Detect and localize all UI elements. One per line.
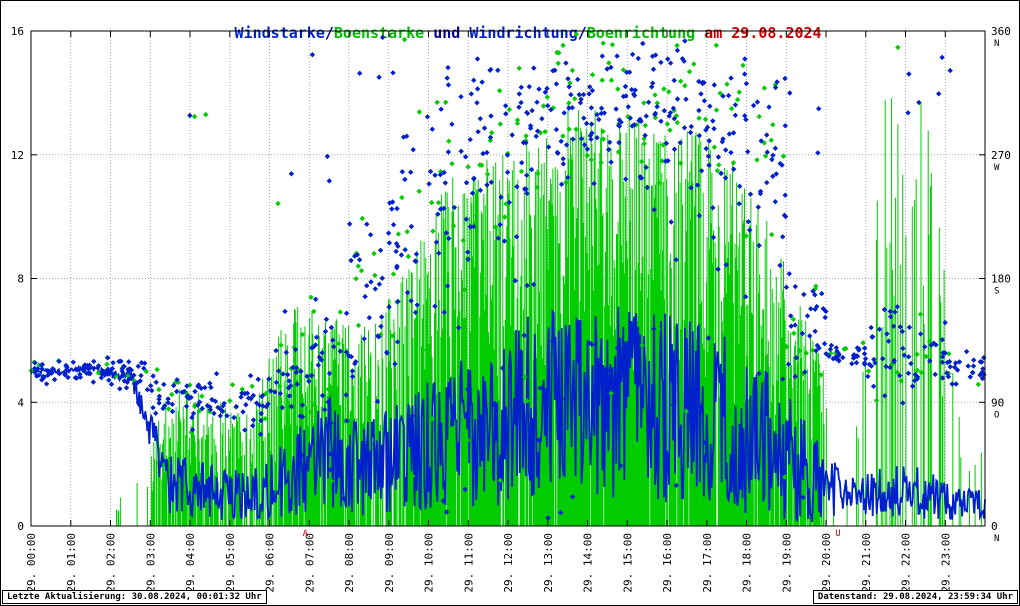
x-axis-label: 29. 00:00 — [25, 533, 38, 593]
x-axis-label: 29. 10:00 — [423, 533, 436, 593]
x-axis-label: 29. 13:00 — [542, 533, 555, 593]
right-axis-label: 180 — [991, 273, 1011, 286]
x-axis-label: 29. 04:00 — [184, 533, 197, 593]
gust-strength-impulses — [116, 98, 982, 526]
x-axis-label: 29. 17:00 — [701, 533, 714, 593]
wind-speed-line — [30, 306, 986, 523]
x-axis-label: 29. 19:00 — [780, 533, 793, 593]
right-axis-compass-letter: N — [994, 39, 999, 49]
x-axis-label: 29. 15:00 — [621, 533, 634, 593]
right-axis-compass-letter: O — [994, 410, 999, 420]
title-seg-windrichtung: Windrichtung — [469, 24, 578, 42]
x-axis-label: 29. 06:00 — [264, 533, 277, 593]
x-axis-label: 29. 03:00 — [144, 533, 157, 593]
x-axis-label: 29. 16:00 — [661, 533, 674, 593]
title-seg-slash1: / — [324, 24, 334, 42]
footer-data-state: Datenstand: 29.08.2024, 23:59:34 Uhr — [812, 590, 1018, 604]
x-axis-label: 29. 08:00 — [343, 533, 356, 593]
x-axis-label: 29. 07:00 — [303, 533, 316, 593]
x-axis-label: 29. 09:00 — [383, 533, 396, 593]
footer-last-update: Letzte Aktualisierung: 30.08.2024, 00:01… — [2, 590, 267, 604]
x-axis-label: 29. 05:00 — [224, 533, 237, 593]
left-axis-label: 0 — [17, 520, 24, 533]
gust-direction-points — [28, 31, 982, 514]
right-axis-compass-letter: W — [994, 163, 1000, 173]
title-seg-windstarke: Windstarke — [234, 24, 325, 42]
x-axis-label: 29. 22:00 — [900, 533, 913, 593]
right-axis-label: 270 — [991, 149, 1011, 162]
title-seg-boenstarke: Boenstarke — [333, 24, 425, 42]
title-seg-date: am 29.08.2024 — [695, 24, 822, 42]
right-axis-compass-letter: S — [994, 287, 999, 297]
title-seg-slash2: / — [577, 24, 587, 42]
x-axis-label: 29. 01:00 — [65, 533, 78, 593]
title-seg-und: und — [424, 24, 470, 42]
x-axis-label: 29. 11:00 — [462, 533, 475, 593]
x-axis-label: 29. 18:00 — [741, 533, 754, 593]
left-axis-label: 12 — [11, 149, 24, 162]
sun-marker-U: U — [835, 529, 840, 539]
left-axis-label: 16 — [11, 25, 24, 38]
right-axis-label: 90 — [991, 396, 1004, 409]
left-axis-label: 4 — [17, 396, 24, 409]
right-axis-label: 360 — [991, 25, 1011, 38]
title-seg-boenrichtung: Boenrichtung — [586, 24, 696, 42]
x-axis-label: 29. 21:00 — [860, 533, 873, 593]
axis-ticks — [30, 30, 986, 527]
x-axis-label: 29. 02:00 — [105, 533, 118, 593]
x-axis-label: 29. 12:00 — [502, 533, 515, 593]
chart-title: Windstarke/Boenstarke und Windrichtung/B… — [1, 6, 1019, 60]
left-axis-label: 8 — [17, 273, 24, 286]
x-axis-label: 29. 14:00 — [582, 533, 595, 593]
right-axis-label: 0 — [991, 520, 998, 533]
x-axis-label: 29. 23:00 — [939, 533, 952, 593]
sun-marker-A: A — [303, 529, 309, 539]
right-axis-compass-letter: N — [994, 534, 999, 544]
x-axis-label: 29. 20:00 — [820, 533, 833, 593]
